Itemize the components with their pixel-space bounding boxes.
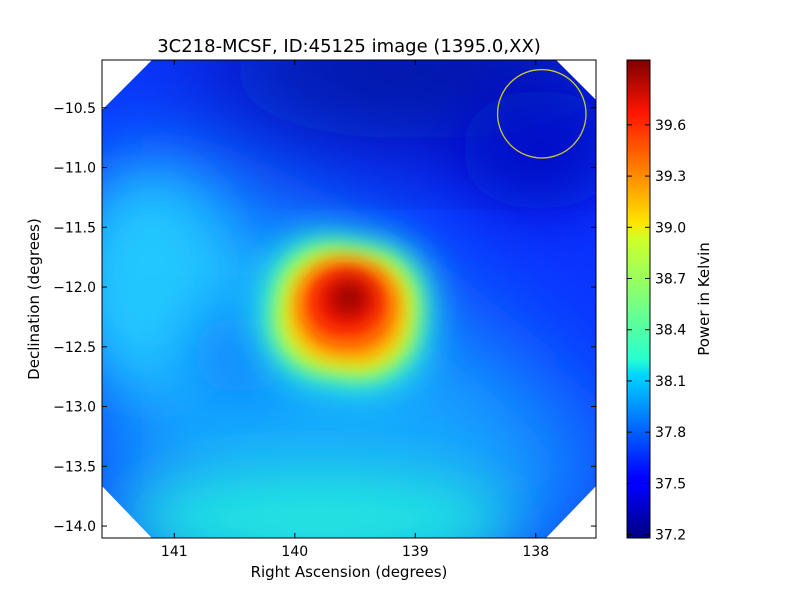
y-tick-label: −14.0 [53,519,96,535]
y-tick-label: −13.0 [53,400,96,416]
colorbar-tick-label: 39.6 [655,118,686,134]
colorbar-tick-label: 37.2 [655,528,686,544]
x-axis-ticks: 141 140 139 138 [161,60,549,560]
y-tick-label: −13.5 [53,459,96,475]
x-axis-label: Right Ascension (degrees) [251,563,448,581]
colorbar-label: Power in Kelvin [695,242,713,356]
colorbar-tick-label: 39.3 [655,169,686,185]
y-tick-label: −11.5 [53,220,96,236]
y-tick-label: −12.0 [53,280,96,296]
beam-circle [496,68,587,159]
plot-frame [101,59,597,539]
x-tick-label: 138 [522,544,549,560]
y-axis-ticks: −10.5 −11.0 −11.5 −12.0 −12.5 −13.0 −13.5 −14.0 [53,101,596,535]
x-tick-label: 139 [402,544,429,560]
y-tick-label: −12.5 [53,340,96,356]
colorbar [626,59,651,539]
colorbar-tick-label: 37.5 [655,476,686,492]
heatmap-image [102,60,596,538]
y-tick-label: −10.5 [53,101,96,117]
colorbar-tick-label: 38.1 [655,374,686,390]
colorbar-tick-label: 37.8 [655,425,686,441]
colorbar-ticks: 37.2 37.5 37.8 38.1 38.4 38.7 39.0 39.3 39.6 [627,118,686,544]
colorbar-tick-label: 39.0 [655,220,686,236]
y-axis-label: Declination (degrees) [25,218,43,380]
y-tick-label: −11.0 [53,161,96,177]
x-tick-label: 140 [281,544,308,560]
chart-title: 3C218-MCSF, ID:45125 image (1395.0,XX) [157,36,541,57]
colorbar-tick-label: 38.4 [655,323,686,339]
colorbar-tick-label: 38.7 [655,272,686,288]
x-tick-label: 141 [161,544,188,560]
